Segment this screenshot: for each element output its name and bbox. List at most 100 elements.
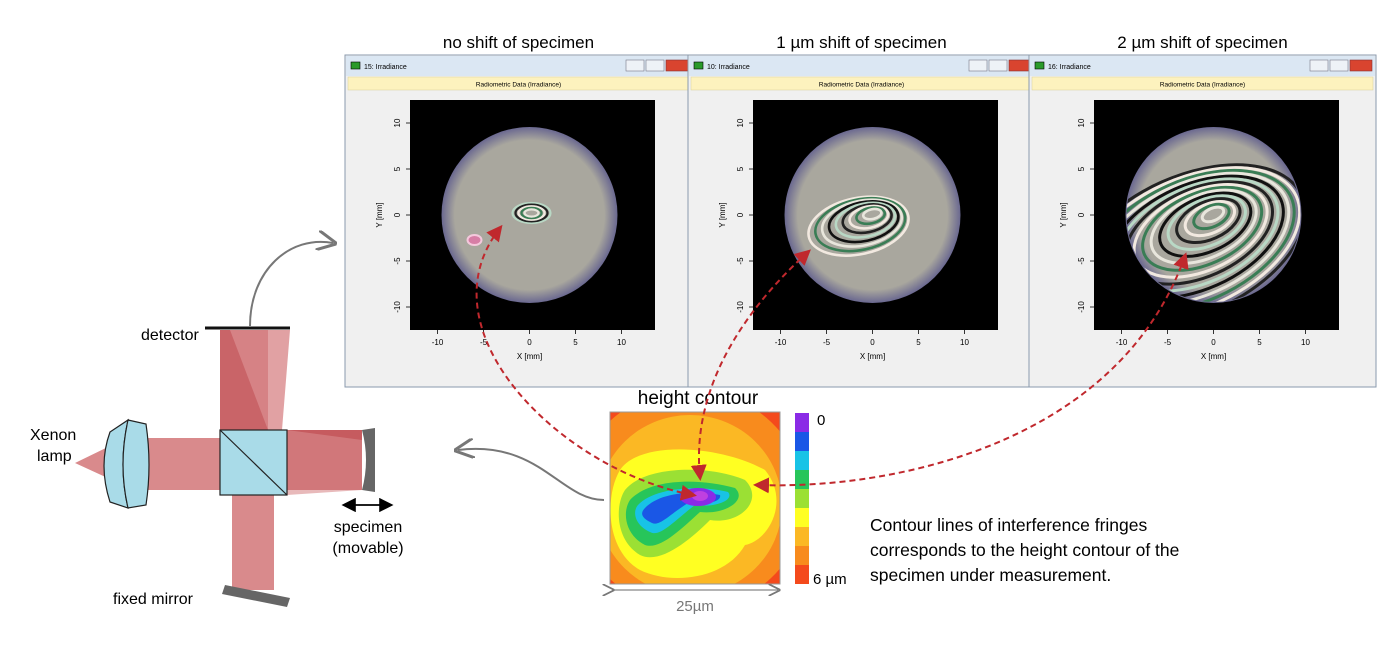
window-button[interactable] [968,59,988,72]
label: detector [141,327,199,344]
x-axis-label: X [mm] [517,352,542,361]
label: (movable) [332,540,403,557]
window-button[interactable] [645,59,665,72]
fringe [1200,205,1226,224]
y-tick-label: 0 [1077,212,1086,217]
y-tick-label: -5 [736,257,745,265]
scale-bottom: 6 µm [813,571,847,588]
x-tick-label: 0 [870,338,875,347]
x-tick-label: 10 [960,338,969,347]
fringe [1175,197,1242,245]
y-axis-label: Y [mm] [375,202,384,227]
x-tick-label: -10 [432,338,444,347]
header-strip [1031,76,1374,91]
y-tick-label: -5 [1077,257,1086,265]
optical-setup: detector Xenon lamp specimen (movable) f… [30,242,605,608]
fringe [514,203,549,223]
window-button[interactable] [625,59,645,72]
window-title: 10: Irradiance [707,64,750,71]
x-tick-label: 0 [1211,338,1216,347]
x-tick-label: 10 [617,338,626,347]
y-axis-label: Y [mm] [1059,202,1068,227]
window-icon [693,61,704,70]
beam [75,445,112,480]
label: lamp [37,448,72,465]
window-title: 15: Irradiance [364,64,407,71]
beam-disc [784,127,961,303]
fringe [466,234,483,246]
fixed-mirror [222,585,290,607]
irradiance-window: 2 µm shift of specimen 16: Irradiance Radi… [1028,33,1377,388]
y-tick-label: -10 [1077,301,1086,313]
fringe [834,201,897,239]
fringe [855,206,887,226]
fringe [827,200,900,244]
fringes [1126,163,1301,302]
fringe [1126,163,1301,302]
y-tick-label: 5 [393,166,402,171]
window-button[interactable] [1309,59,1329,72]
x-tick-label: -10 [775,338,787,347]
beam [232,495,274,590]
x-tick-label: 10 [1301,338,1310,347]
window-icon [1034,61,1045,70]
beam [148,438,220,490]
x-tick-label: -5 [480,338,488,347]
irradiance-window: 1 µm shift of specimen 10: Irradiance Radi… [687,33,1036,388]
scale-top: 0 [817,412,825,429]
y-tick-label: -10 [736,301,745,313]
close-button[interactable] [1008,59,1032,72]
fringe [1158,191,1253,258]
x-tick-label: -5 [1164,338,1172,347]
fringe [1126,171,1291,302]
arrow [458,449,605,501]
note: Contour lines of interference fringes co… [870,515,1179,585]
fringe [523,208,540,218]
link-arrow [753,252,1189,494]
y-tick-label: 5 [736,166,745,171]
links [475,224,1189,501]
specimen-mirror [362,428,375,492]
header-text: Radiometric Data (Irradiance) [1160,82,1245,89]
header-text: Radiometric Data (Irradiance) [819,82,904,89]
fringe [848,204,890,230]
title-bar [346,56,691,76]
panel-caption: no shift of specimen [443,33,594,52]
close-button[interactable] [1349,59,1373,72]
window-title: 16: Irradiance [1048,64,1091,71]
header-text: Radiometric Data (Irradiance) [476,82,561,89]
y-tick-label: 10 [393,118,402,127]
colorbar [795,413,809,584]
fringes [466,201,552,246]
close-button[interactable] [665,59,689,72]
fringe [814,196,907,253]
fringe [820,198,904,248]
y-tick-label: 0 [736,212,745,217]
lens [122,419,150,509]
x-tick-label: -5 [823,338,831,347]
fringe [520,206,543,220]
window-button[interactable] [1329,59,1349,72]
beam [287,430,362,495]
title-bar [1030,56,1375,76]
label: Xenon [30,427,76,444]
height-contour: height contour 0 6 µm 25µm [575,388,847,615]
window-button[interactable] [988,59,1008,72]
title-bar [689,56,1034,76]
contour-band [692,491,708,501]
fringe [517,205,546,221]
y-tick-label: -5 [393,257,402,265]
fringe [1126,166,1301,302]
fringe [861,207,883,221]
panels: no shift of specimen 15: Irradiance Radiom… [344,33,1377,388]
label: fixed mirror [113,591,194,608]
x-axis-label: X [mm] [1201,352,1226,361]
fringe [1126,177,1280,293]
x-tick-label: 5 [573,338,578,347]
x-tick-label: -10 [1116,338,1128,347]
x-tick-label: 5 [916,338,921,347]
arrow [249,242,333,327]
fringe [1126,168,1296,302]
x-tick-label: 0 [527,338,532,347]
